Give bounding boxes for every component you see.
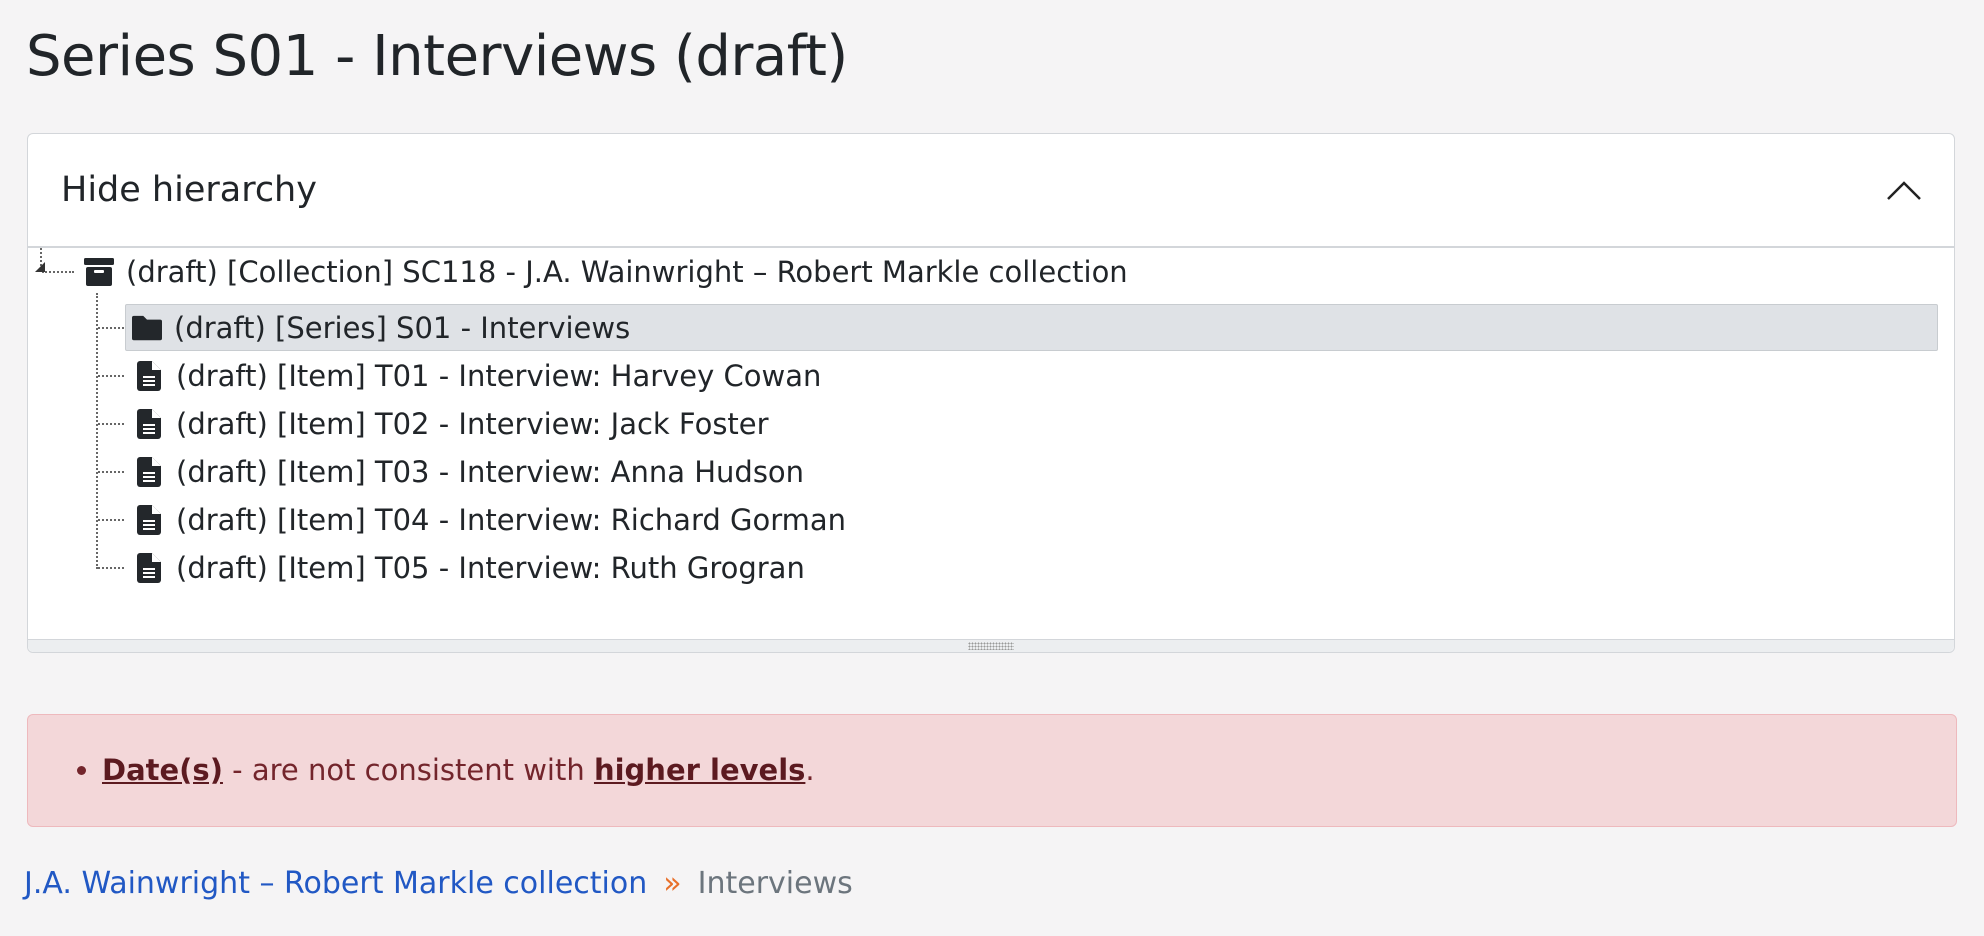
tree-node-label: (draft) [Item] T04 - Interview: Richard … — [176, 502, 847, 537]
file-text-icon — [134, 552, 164, 583]
tree-node-label: (draft) [Item] T05 - Interview: Ruth Gro… — [176, 550, 805, 585]
collapse-toggle-icon[interactable] — [35, 262, 45, 272]
tree-node-label: (draft) [Item] T02 - Interview: Jack Fos… — [176, 406, 769, 441]
error-item: Date(s) - are not consistent with higher… — [102, 753, 815, 787]
hide-hierarchy-toggle[interactable]: Hide hierarchy — [28, 134, 1954, 248]
tree-connector — [98, 327, 124, 329]
tree-node-label: (draft) [Item] T01 - Interview: Harvey C… — [176, 358, 822, 393]
tree-node-label: (draft) [Series] S01 - Interviews — [174, 310, 631, 345]
error-end: . — [805, 753, 815, 787]
tree-node-item[interactable]: (draft) [Item] T05 - Interview: Ruth Gro… — [134, 544, 805, 591]
tree-node-label: (draft) [Item] T03 - Interview: Anna Hud… — [176, 454, 805, 489]
file-text-icon — [134, 456, 164, 487]
tree-connector — [42, 271, 74, 273]
tree-node-item[interactable]: (draft) [Item] T04 - Interview: Richard … — [134, 496, 846, 543]
breadcrumb: J.A. Wainwright – Robert Markle collecti… — [24, 866, 853, 901]
grip-icon — [968, 642, 1014, 650]
tree-connector — [98, 423, 124, 425]
folder-icon — [132, 313, 162, 343]
hierarchy-tree: (draft) [Collection] SC118 - J.A. Wainwr… — [28, 248, 1954, 643]
file-text-icon — [134, 504, 164, 535]
tree-connector — [98, 519, 124, 521]
archive-box-icon — [84, 257, 114, 287]
tree-connector — [98, 567, 124, 569]
error-text: - are not consistent with — [222, 753, 594, 787]
tree-connector — [98, 375, 124, 377]
tree-node-item[interactable]: (draft) [Item] T01 - Interview: Harvey C… — [134, 352, 821, 399]
breadcrumb-separator: » — [663, 866, 682, 901]
tree-connector — [96, 293, 98, 569]
page-title: Series S01 - Interviews (draft) — [26, 24, 848, 89]
panel-resize-handle[interactable] — [28, 639, 1954, 652]
breadcrumb-parent-link[interactable]: J.A. Wainwright – Robert Markle collecti… — [24, 866, 648, 901]
higher-levels-link[interactable]: higher levels — [593, 753, 806, 787]
validation-error-alert: Date(s) - are not consistent with higher… — [27, 714, 1957, 827]
hide-hierarchy-label: Hide hierarchy — [61, 170, 317, 210]
tree-node-item[interactable]: (draft) [Item] T02 - Interview: Jack Fos… — [134, 400, 769, 447]
dates-link[interactable]: Date(s) — [102, 753, 223, 787]
tree-node-series-selected[interactable]: (draft) [Series] S01 - Interviews — [125, 304, 1938, 351]
tree-node-item[interactable]: (draft) [Item] T03 - Interview: Anna Hud… — [134, 448, 804, 495]
hierarchy-panel: Hide hierarchy (draft) [Collection] SC11… — [27, 133, 1955, 653]
tree-node-collection[interactable]: (draft) [Collection] SC118 - J.A. Wainwr… — [84, 248, 1128, 295]
tree-connector — [98, 471, 124, 473]
breadcrumb-current: Interviews — [697, 866, 853, 901]
file-text-icon — [134, 408, 164, 439]
tree-connector — [40, 248, 42, 270]
file-text-icon — [134, 360, 164, 391]
chevron-up-icon — [1887, 181, 1921, 200]
tree-node-label: (draft) [Collection] SC118 - J.A. Wainwr… — [126, 254, 1128, 289]
